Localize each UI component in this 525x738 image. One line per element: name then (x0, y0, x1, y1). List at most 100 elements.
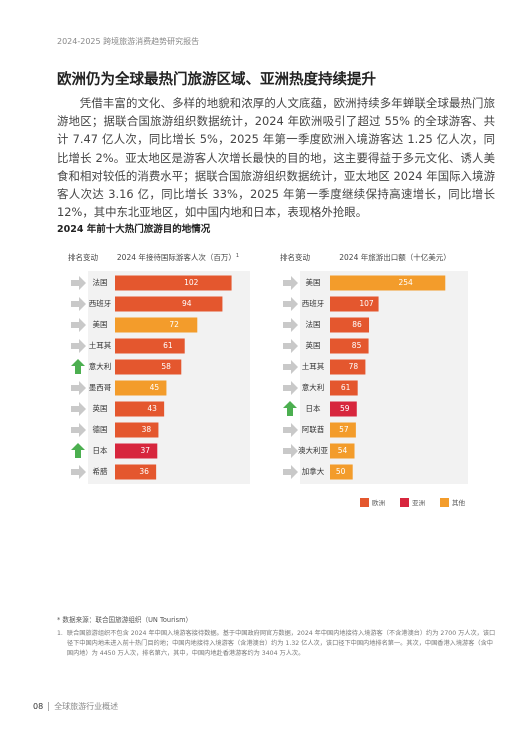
rank-arrow (71, 339, 86, 353)
source: * 数据来源：联合国旅游组织（UN Tourism） (57, 616, 193, 624)
legend-swatch (400, 498, 409, 507)
rank-arrow (283, 339, 298, 353)
rank-arrow (71, 443, 85, 458)
bar (115, 359, 182, 375)
axis-title: 2024 年旅游出口额（十亿美元） (339, 252, 450, 262)
category-label: 希腊 (93, 466, 108, 476)
rank-arrow (71, 318, 86, 332)
value-label: 102 (184, 278, 199, 287)
value-label: 72 (169, 320, 179, 329)
rank-arrow (71, 381, 86, 395)
header: 2024-2025 跨境旅游消费趋势研究报告 (57, 37, 200, 46)
axis-title-text: 2024 年接待国际游客人次（百万） (117, 252, 236, 262)
category-label: 澳大利亚 (298, 445, 328, 455)
legend-label: 其他 (452, 498, 466, 507)
bar (330, 401, 357, 417)
legend-label: 亚洲 (412, 499, 425, 507)
rank-header: 排名变动 (280, 252, 310, 262)
legend-swatch (360, 498, 369, 507)
rank-arrow (283, 401, 297, 416)
rank-arrow (71, 465, 86, 479)
bar (330, 422, 356, 438)
value-label: 57 (339, 425, 349, 434)
bar (330, 359, 366, 375)
axis-title-note: 1 (236, 253, 239, 259)
value-label: 107 (359, 299, 374, 308)
category-label: 美国 (306, 277, 321, 287)
bar (330, 338, 369, 354)
bar (115, 296, 223, 312)
bar (115, 317, 198, 333)
rank-arrow (283, 465, 298, 479)
category-label: 土耳其 (89, 340, 112, 350)
footnote-text: 联合国旅游组织不包含 2024 年中国入境游客接待数据。基于中国政府网官方数据，… (66, 630, 496, 657)
category-label: 意大利 (302, 382, 325, 392)
page-number: 08 (33, 702, 44, 711)
value-label: 45 (150, 383, 160, 392)
category-label: 加拿大 (302, 466, 325, 476)
footer-text: 全球旅游行业概述 (54, 702, 119, 711)
footer: 08 全球旅游行业概述 (33, 701, 118, 712)
bar (330, 443, 355, 459)
category-label: 英国 (306, 340, 321, 350)
legend-swatch (440, 498, 449, 507)
rank-arrow (71, 423, 86, 437)
rank-arrow (71, 297, 86, 311)
value-label: 43 (147, 404, 157, 413)
footnote: 1. 联合国旅游组织不包含 2024 年中国入境游客接待数据。基于中国政府网官方… (57, 629, 497, 659)
rank-arrow (283, 444, 298, 458)
category-label: 法国 (306, 319, 321, 329)
value-label: 54 (338, 446, 348, 455)
value-label: 37 (141, 446, 151, 455)
bar (115, 443, 158, 459)
value-label: 78 (349, 362, 359, 371)
category-label: 日本 (93, 445, 108, 455)
rank-arrow (71, 359, 85, 374)
section-title: 欧洲仍为全球最热门旅游区域、亚洲热度持续提升 (57, 72, 376, 88)
value-label: 85 (352, 341, 362, 350)
rank-arrow (71, 402, 86, 416)
bar (330, 317, 370, 333)
category-label: 意大利 (89, 361, 112, 371)
category-label: 阿联酋 (302, 424, 325, 434)
value-label: 94 (182, 299, 192, 308)
panel-background (300, 271, 468, 484)
category-label: 法国 (93, 277, 108, 287)
category-label: 日本 (306, 403, 321, 413)
rank-arrow (283, 360, 298, 374)
rank-arrow (71, 276, 86, 290)
bar (330, 380, 358, 396)
value-label: 86 (352, 320, 362, 329)
value-label: 38 (142, 425, 152, 434)
rank-header: 排名变动 (68, 252, 98, 262)
separator (48, 702, 50, 711)
axis-title: 2024 年接待国际游客人次（百万）1 (117, 252, 239, 262)
value-label: 254 (398, 278, 413, 287)
bar (330, 275, 446, 291)
value-label: 36 (139, 467, 149, 476)
category-label: 美国 (93, 319, 108, 329)
category-label: 墨西哥 (89, 383, 112, 392)
legend-label: 欧洲 (372, 498, 385, 507)
footnote-marker: 1. (57, 630, 63, 637)
bar (330, 296, 379, 312)
bar (115, 338, 185, 354)
bar (115, 401, 165, 417)
rank-arrow (283, 318, 298, 332)
value-label: 58 (161, 362, 171, 371)
chart-title: 2024 年前十大热门旅游目的地情况 (57, 224, 211, 235)
bar (115, 380, 167, 396)
category-label: 英国 (93, 403, 108, 413)
bar (115, 422, 159, 438)
bar (115, 275, 232, 291)
category-label: 德国 (93, 424, 108, 434)
value-label: 61 (163, 341, 173, 350)
category-label: 西班牙 (89, 298, 112, 308)
rank-arrow (283, 381, 298, 395)
rank-arrow (283, 276, 298, 290)
rank-arrow (283, 297, 298, 311)
rank-arrow (283, 423, 298, 437)
value-label: 59 (340, 404, 350, 413)
